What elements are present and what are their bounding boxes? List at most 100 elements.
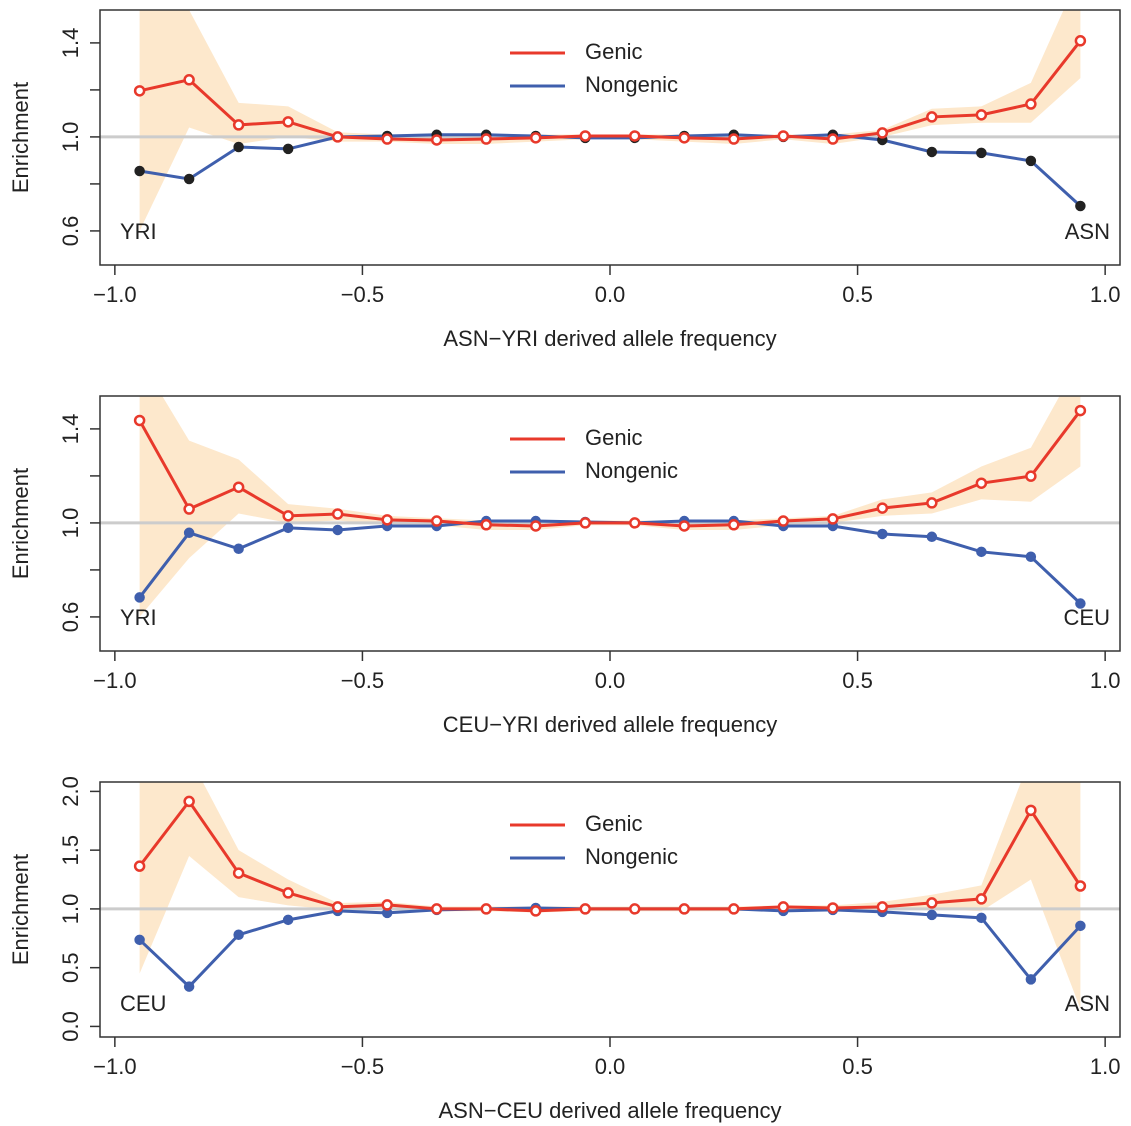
data-point: [728, 903, 740, 915]
data-point: [1025, 98, 1037, 110]
data-point: [975, 109, 988, 121]
data-point: [529, 905, 542, 917]
x-axis-title: CEU−YRI derived allele frequency: [443, 712, 777, 737]
data-point: [876, 502, 889, 514]
x-axis-title: ASN−CEU derived allele frequency: [438, 1098, 781, 1123]
data-point: [579, 130, 591, 142]
confidence-band: [139, 782, 1081, 1009]
data-point: [134, 592, 145, 603]
data-point: [134, 934, 145, 946]
data-point: [1025, 155, 1037, 167]
legend-label: Nongenic: [585, 72, 678, 97]
legend-label: Nongenic: [585, 458, 678, 483]
legend-label: Genic: [585, 811, 642, 836]
x-tick-label: −1.0: [93, 668, 136, 693]
plot-area: [100, 10, 1120, 231]
data-point: [133, 85, 146, 97]
data-point: [1075, 598, 1086, 609]
x-tick-label: −0.5: [341, 668, 384, 693]
y-axis-title: Enrichment: [8, 854, 33, 965]
x-tick-label: 0.0: [595, 282, 626, 307]
data-point: [480, 133, 492, 145]
data-point: [1025, 470, 1037, 482]
data-point: [430, 134, 443, 146]
data-point: [1075, 200, 1086, 212]
data-point: [430, 903, 443, 915]
data-point: [232, 119, 245, 131]
data-point: [976, 912, 987, 924]
data-point: [183, 795, 195, 808]
x-tick-label: 0.0: [595, 1054, 626, 1079]
data-point: [282, 143, 294, 155]
x-tick-label: −0.5: [341, 1054, 384, 1079]
data-point: [1074, 880, 1087, 892]
y-tick-label: 1.0: [58, 894, 83, 925]
confidence-band: [139, 396, 1081, 617]
data-point: [332, 524, 343, 536]
data-point: [777, 901, 790, 913]
data-point: [183, 527, 195, 539]
corner-label: YRI: [120, 219, 157, 244]
data-point: [133, 860, 146, 872]
panel: −1.0 −0.5 0.0 0.5 1.0 0.0 0.5 1.0 1.5 2.0 ASN−CEU …: [8, 776, 1121, 1123]
data-point: [529, 520, 542, 532]
data-point: [926, 909, 938, 921]
corner-label: CEU: [120, 991, 166, 1016]
x-tick-label: 1.0: [1090, 668, 1121, 693]
x-tick-label: −1.0: [93, 1054, 136, 1079]
data-point: [1074, 35, 1087, 47]
x-tick-label: 1.0: [1090, 1054, 1121, 1079]
series-line: [138, 409, 1082, 528]
data-point: [926, 897, 938, 909]
data-point: [430, 515, 443, 527]
data-point: [777, 130, 790, 142]
corner-label: ASN: [1065, 991, 1110, 1016]
data-point: [827, 902, 839, 914]
data-point: [233, 543, 244, 555]
legend-label: Nongenic: [585, 844, 678, 869]
data-point: [133, 414, 146, 427]
series-line: [139, 39, 1082, 142]
data-point: [629, 903, 641, 915]
x-tick-label: 0.5: [842, 282, 873, 307]
x-tick-label: 0.0: [595, 668, 626, 693]
data-point: [134, 165, 145, 177]
data-point: [728, 133, 740, 145]
data-point: [232, 481, 245, 493]
plot-area: [100, 782, 1120, 1009]
x-axis-title: ASN−YRI derived allele frequency: [443, 326, 776, 351]
data-point: [183, 981, 195, 992]
data-point: [282, 522, 294, 534]
data-point: [1025, 551, 1037, 563]
y-tick-label: 1.4: [58, 414, 83, 445]
panel: −1.0 −0.5 0.0 0.5 1.0 0.6 1.0 1.4 ASN−YRI derive…: [8, 9, 1121, 351]
corner-label: CEU: [1064, 605, 1110, 630]
data-point: [233, 929, 244, 941]
data-point: [331, 901, 344, 913]
data-point: [976, 147, 987, 159]
y-tick-label: 1.5: [58, 835, 83, 866]
data-point: [183, 173, 195, 185]
plot-area: [100, 396, 1120, 617]
data-point: [678, 520, 691, 532]
data-point: [877, 528, 888, 540]
data-point: [1075, 920, 1086, 932]
y-tick-label: 1.0: [58, 122, 83, 153]
legend-label: Genic: [585, 39, 642, 64]
data-point: [976, 546, 987, 558]
x-tick-label: 0.5: [842, 1054, 873, 1079]
data-point: [183, 74, 195, 86]
y-tick-label: 0.6: [58, 602, 83, 633]
y-tick-label: 1.0: [58, 508, 83, 539]
data-point: [1074, 404, 1087, 417]
data-point: [331, 508, 344, 520]
data-point: [282, 116, 294, 128]
series-line: [138, 798, 1082, 913]
data-point: [579, 517, 591, 529]
data-point: [926, 111, 938, 123]
data-point: [183, 503, 195, 515]
data-point: [480, 903, 492, 915]
data-point: [282, 510, 294, 522]
x-tick-label: 0.5: [842, 668, 873, 693]
